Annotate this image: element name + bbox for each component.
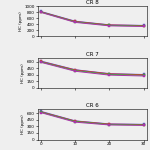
E30 xyxy=(108,124,110,126)
E0 xyxy=(40,11,42,12)
E0 xyxy=(108,123,110,125)
Line: E0: E0 xyxy=(40,110,145,125)
E10 xyxy=(108,24,110,26)
E0 xyxy=(108,24,110,26)
Y-axis label: HC (ppm): HC (ppm) xyxy=(19,11,23,31)
E10 xyxy=(108,73,110,75)
E0 xyxy=(74,20,76,22)
Line: E10: E10 xyxy=(40,111,145,126)
Title: CR 7: CR 7 xyxy=(86,52,99,57)
Line: E30: E30 xyxy=(40,61,145,77)
E10 xyxy=(40,111,42,113)
E30 xyxy=(108,74,110,76)
E0 xyxy=(143,74,144,75)
E20 xyxy=(40,61,42,63)
E10 xyxy=(108,123,110,125)
E20 xyxy=(74,70,76,72)
Y-axis label: HC (ppm): HC (ppm) xyxy=(21,63,26,83)
Line: E10: E10 xyxy=(40,11,145,27)
E0 xyxy=(40,60,42,62)
E20 xyxy=(108,24,110,26)
E10 xyxy=(40,11,42,13)
Line: E20: E20 xyxy=(40,111,145,126)
Line: E0: E0 xyxy=(40,60,145,76)
E0 xyxy=(74,120,76,122)
E10 xyxy=(74,69,76,71)
Title: CR 6: CR 6 xyxy=(86,103,99,108)
Line: E30: E30 xyxy=(40,11,145,27)
E10 xyxy=(40,61,42,62)
E30 xyxy=(40,11,42,13)
E20 xyxy=(143,74,144,76)
E20 xyxy=(108,74,110,75)
E30 xyxy=(143,26,144,27)
E10 xyxy=(74,120,76,122)
E10 xyxy=(143,124,144,125)
E30 xyxy=(143,75,144,77)
E30 xyxy=(74,70,76,72)
E20 xyxy=(143,124,144,126)
E20 xyxy=(74,121,76,122)
E0 xyxy=(143,123,144,125)
E30 xyxy=(74,21,76,23)
E20 xyxy=(108,124,110,125)
E30 xyxy=(143,124,144,126)
E30 xyxy=(40,112,42,114)
Line: E0: E0 xyxy=(40,10,145,26)
E0 xyxy=(40,110,42,112)
Line: E10: E10 xyxy=(40,60,145,76)
E10 xyxy=(74,21,76,22)
E10 xyxy=(143,74,144,76)
E0 xyxy=(108,73,110,75)
Line: E20: E20 xyxy=(40,11,145,27)
Title: CR 8: CR 8 xyxy=(86,0,99,5)
Line: E20: E20 xyxy=(40,61,145,76)
E30 xyxy=(108,25,110,27)
E20 xyxy=(143,25,144,27)
E10 xyxy=(143,25,144,26)
E20 xyxy=(74,21,76,23)
E20 xyxy=(40,11,42,13)
E0 xyxy=(74,69,76,71)
Y-axis label: HC (ppm): HC (ppm) xyxy=(21,114,26,134)
E30 xyxy=(74,121,76,123)
E20 xyxy=(40,111,42,113)
E0 xyxy=(143,24,144,26)
Line: E30: E30 xyxy=(40,112,145,126)
E30 xyxy=(40,61,42,63)
